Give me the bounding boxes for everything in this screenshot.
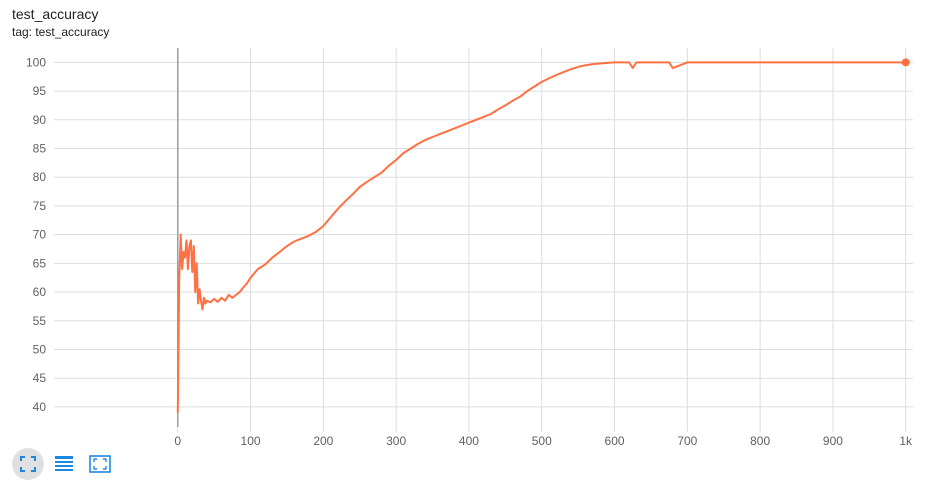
- x-tick-label: 0: [174, 434, 181, 448]
- x-tick-label: 800: [750, 434, 770, 448]
- x-tick-label: 400: [459, 434, 479, 448]
- x-tick-label: 600: [605, 434, 625, 448]
- y-tick-label: 45: [33, 371, 47, 385]
- tick-labels: 40 45 50 55 60 65 70 75 80 85 90 95 100 0 100 200 300 400…: [26, 55, 913, 448]
- x-tick-label: 500: [532, 434, 552, 448]
- y-tick-label: 80: [33, 170, 47, 184]
- fit-domain-button[interactable]: [12, 448, 44, 480]
- y-tick-label: 75: [33, 199, 47, 213]
- x-tick-label: 300: [386, 434, 406, 448]
- fit-domain-icon: [20, 456, 36, 472]
- series: [176, 58, 910, 413]
- x-tick-label: 200: [313, 434, 333, 448]
- card-title: test_accuracy: [12, 6, 99, 22]
- chart-toolbar: [12, 448, 116, 480]
- series-last-point: [901, 58, 910, 67]
- x-tick-label: 100: [241, 434, 261, 448]
- y-tick-label: 100: [26, 55, 46, 69]
- toggle-log-scale-button[interactable]: [48, 448, 80, 480]
- series-line: [176, 61, 906, 413]
- y-tick-label: 65: [33, 256, 47, 270]
- x-tick-label: 1k: [899, 434, 913, 448]
- x-tick-label: 900: [823, 434, 843, 448]
- select-zoom-button[interactable]: [84, 448, 116, 480]
- select-zoom-icon: [89, 455, 111, 473]
- y-tick-label: 55: [33, 314, 47, 328]
- x-tick-label: 700: [677, 434, 697, 448]
- y-tick-label: 90: [33, 113, 47, 127]
- card-tag: tag: test_accuracy: [12, 25, 110, 39]
- y-tick-label: 70: [33, 228, 47, 242]
- y-tick-label: 95: [33, 84, 47, 98]
- toggle-log-scale-icon: [55, 456, 73, 471]
- y-tick-label: 85: [33, 141, 47, 155]
- y-tick-label: 50: [33, 342, 47, 356]
- y-tick-label: 40: [33, 400, 47, 414]
- y-tick-label: 60: [33, 285, 47, 299]
- grid: [54, 48, 913, 432]
